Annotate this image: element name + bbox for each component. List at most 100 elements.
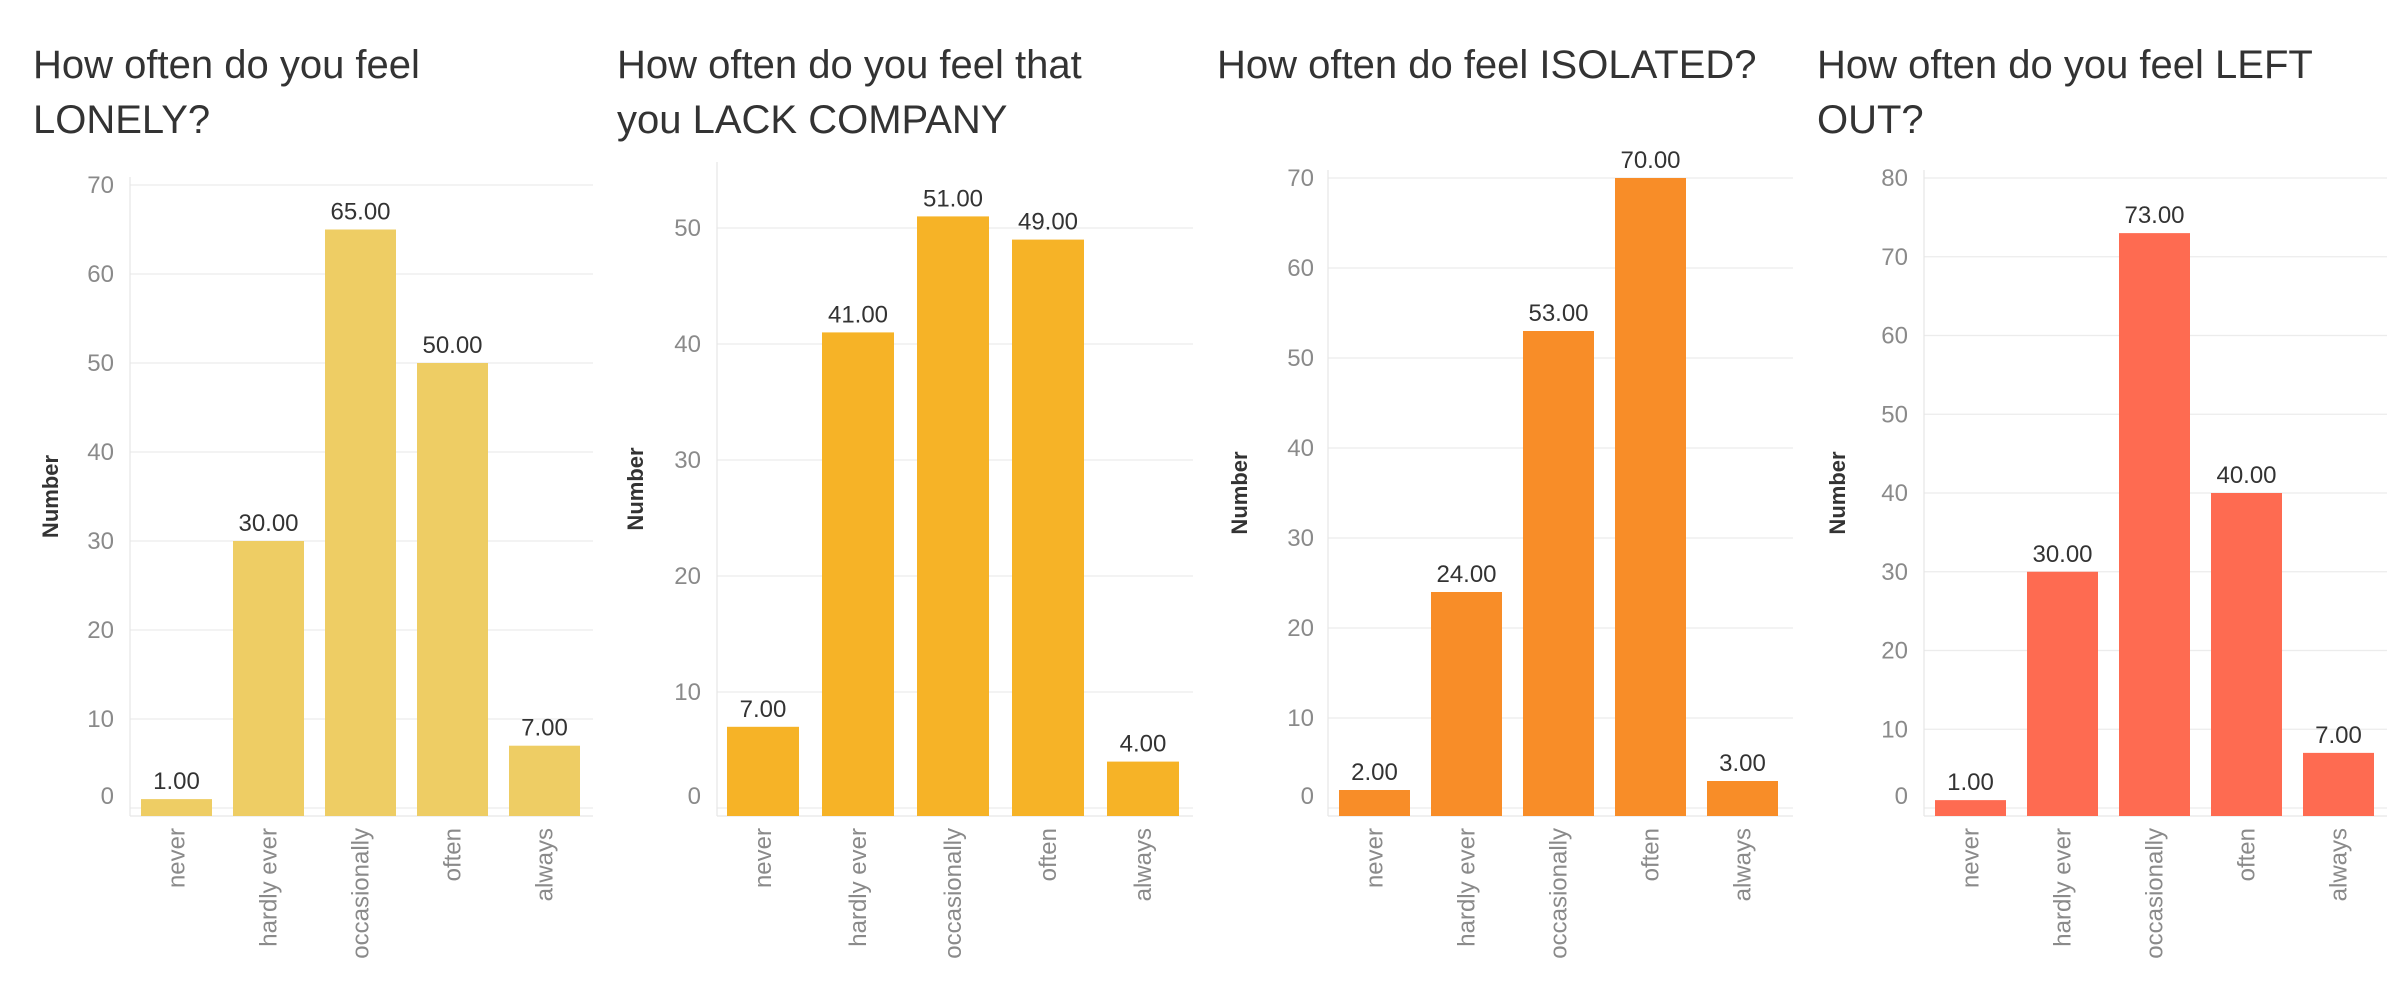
y-tick-label: 50 xyxy=(87,350,114,377)
bar-often xyxy=(1012,239,1084,817)
data-label: 40.00 xyxy=(2216,462,2276,489)
x-category-label: always xyxy=(1130,828,1157,901)
bar-never xyxy=(1339,790,1410,816)
y-tick-label: 20 xyxy=(1287,615,1314,642)
bar-never xyxy=(141,799,212,816)
bar-hardly-ever xyxy=(233,541,304,816)
data-label: 49.00 xyxy=(1018,209,1078,236)
data-label: 50.00 xyxy=(422,332,482,359)
y-tick-label: 30 xyxy=(87,528,114,555)
y-axis-title: Number xyxy=(38,455,63,539)
chart-panel-lonely: How often do you feel LONELY? 0 10 20 30 40 5… xyxy=(0,0,593,998)
chart-plot: 0 10 20 30 40 50 Number 7.00 never 41.00 hardly ev… xyxy=(623,162,1193,959)
x-category-label: hardly ever xyxy=(845,828,872,947)
y-tick-label: 50 xyxy=(674,215,701,242)
y-tick-label: 70 xyxy=(1881,244,1908,271)
y-tick-label: 60 xyxy=(1881,323,1908,350)
y-tick-label: 60 xyxy=(87,261,114,288)
chart-title: How often do you feel that you LACK COMP… xyxy=(617,43,1082,142)
bar-often xyxy=(417,363,488,816)
x-category-label: always xyxy=(1730,828,1757,901)
bar-always xyxy=(1707,781,1778,816)
bar-occasionally xyxy=(1523,331,1594,816)
x-category-label: hardly ever xyxy=(256,828,283,947)
data-label: 70.00 xyxy=(1620,147,1680,174)
y-tick-label: 0 xyxy=(688,783,701,810)
y-tick-label: 0 xyxy=(1301,783,1314,810)
x-category-label: never xyxy=(1958,828,1985,888)
data-label: 65.00 xyxy=(330,199,390,226)
data-label: 2.00 xyxy=(1351,759,1398,786)
x-category-label: always xyxy=(532,828,559,901)
x-category-label: never xyxy=(164,828,191,888)
y-tick-label: 80 xyxy=(1881,165,1908,192)
x-category-label: often xyxy=(440,828,467,881)
data-label: 51.00 xyxy=(923,185,983,212)
bar-always xyxy=(509,745,580,816)
chart-panel-lack-company: How often do you feel that you LACK COMP… xyxy=(590,0,1193,998)
y-tick-label: 10 xyxy=(1881,716,1908,743)
chart-plot: 0 10 20 30 40 50 60 70 80 Number 1.00 never 30.00 har… xyxy=(1825,165,2387,959)
y-tick-label: 20 xyxy=(674,563,701,590)
y-tick-label: 30 xyxy=(674,447,701,474)
y-tick-label: 70 xyxy=(1287,165,1314,192)
data-label: 30.00 xyxy=(2032,541,2092,568)
chart-title: How often do feel ISOLATED? xyxy=(1217,43,1757,87)
y-tick-label: 60 xyxy=(1287,255,1314,282)
y-tick-label: 50 xyxy=(1287,345,1314,372)
chart-panel-left-out: How often do you feel LEFT OUT? 0 10 20 30 4… xyxy=(1790,0,2398,998)
x-category-label: occasionally xyxy=(348,828,375,959)
y-tick-label: 30 xyxy=(1881,559,1908,586)
data-label: 53.00 xyxy=(1528,300,1588,327)
y-tick-label: 30 xyxy=(1287,525,1314,552)
data-label: 73.00 xyxy=(2124,202,2184,229)
data-label: 1.00 xyxy=(153,768,200,795)
y-tick-label: 50 xyxy=(1881,401,1908,428)
x-category-label: often xyxy=(1638,828,1665,881)
data-label: 30.00 xyxy=(238,510,298,537)
bar-occasionally xyxy=(917,216,989,816)
bar-occasionally xyxy=(325,229,396,816)
bar-always xyxy=(1107,761,1179,816)
data-label: 3.00 xyxy=(1719,750,1766,777)
bar-never xyxy=(727,726,799,816)
x-category-label: often xyxy=(1035,828,1062,881)
chart-plot: 0 10 20 30 40 50 60 70 Number 1.00 never 30.00 hardl… xyxy=(38,172,593,959)
y-tick-label: 40 xyxy=(674,331,701,358)
bar-never xyxy=(1935,800,2006,816)
chart-plot: 0 10 20 30 40 50 60 70 Number 2.00 never 24.00 hardl… xyxy=(1227,147,1793,959)
x-category-label: occasionally xyxy=(1546,828,1573,959)
chart-title: How often do you feel LEFT OUT? xyxy=(1817,43,2313,142)
y-axis-title: Number xyxy=(1227,451,1252,535)
y-tick-label: 0 xyxy=(101,783,114,810)
y-tick-label: 20 xyxy=(1881,638,1908,665)
data-label: 7.00 xyxy=(521,715,568,742)
y-axis-title: Number xyxy=(623,447,648,531)
y-tick-label: 10 xyxy=(1287,705,1314,732)
bar-hardly-ever xyxy=(2027,571,2098,816)
x-category-label: occasionally xyxy=(940,828,967,959)
x-category-label: hardly ever xyxy=(1454,828,1481,947)
data-label: 1.00 xyxy=(1947,769,1994,796)
y-tick-label: 40 xyxy=(1881,480,1908,507)
bar-hardly-ever xyxy=(822,332,894,816)
bar-occasionally xyxy=(2119,233,2190,816)
x-category-label: always xyxy=(2326,828,2353,901)
y-tick-label: 10 xyxy=(87,706,114,733)
chart-panel-isolated: How often do feel ISOLATED? 0 10 20 30 40 50 6… xyxy=(1190,0,1793,998)
y-axis-title: Number xyxy=(1825,451,1850,535)
data-label: 41.00 xyxy=(828,301,888,328)
y-tick-label: 20 xyxy=(87,617,114,644)
y-tick-label: 10 xyxy=(674,679,701,706)
bar-hardly-ever xyxy=(1431,592,1502,816)
x-category-label: often xyxy=(2234,828,2261,881)
data-label: 24.00 xyxy=(1436,561,1496,588)
x-category-label: never xyxy=(750,828,777,888)
bar-often xyxy=(2211,493,2282,816)
y-tick-label: 70 xyxy=(87,172,114,199)
x-category-label: never xyxy=(1362,828,1389,888)
data-label: 4.00 xyxy=(1120,731,1167,758)
bar-always xyxy=(2303,752,2374,816)
y-tick-label: 40 xyxy=(1287,435,1314,462)
bar-often xyxy=(1615,178,1686,816)
